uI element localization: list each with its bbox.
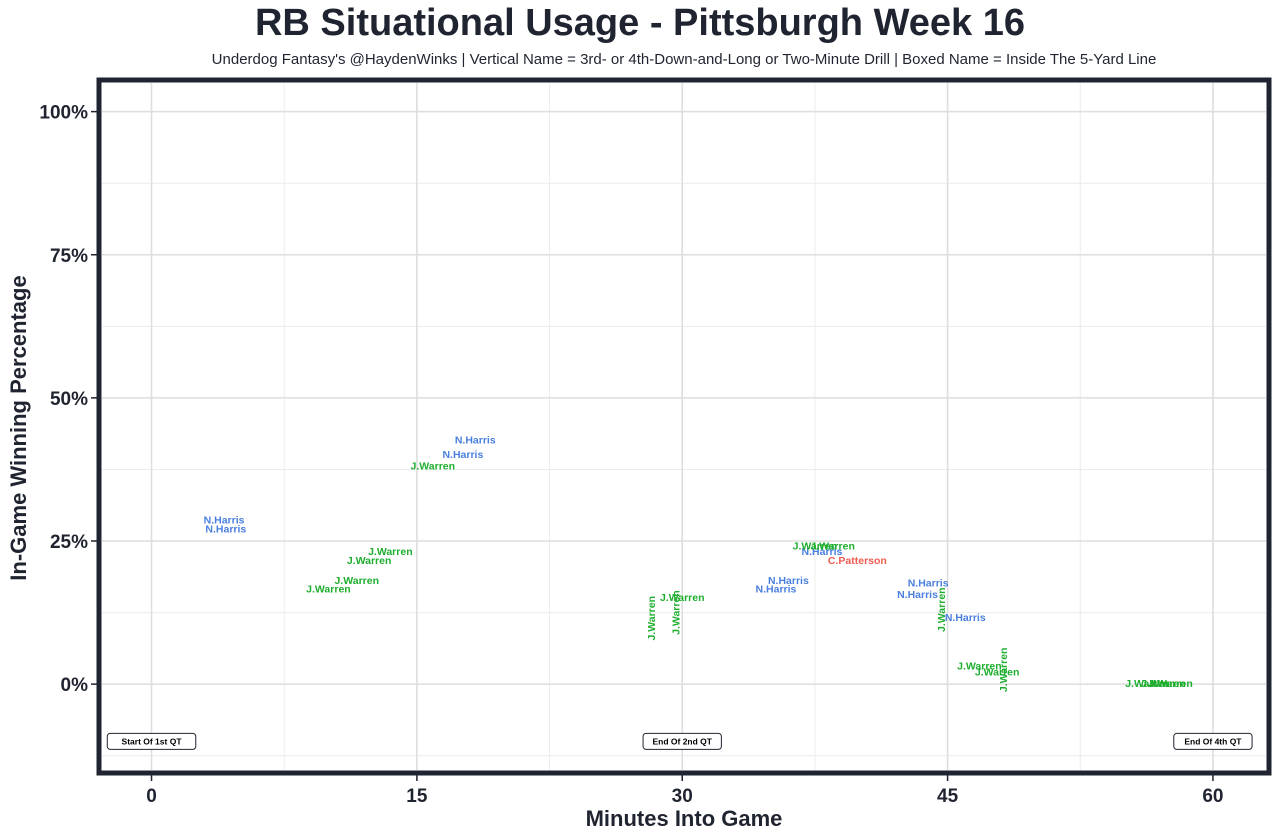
data-point-label: N.Harris: [802, 546, 843, 558]
x-axis-title: Minutes Into Game: [586, 806, 783, 831]
data-point-label: N.Harris: [768, 575, 809, 587]
quarter-annotation-box: [1173, 732, 1253, 750]
data-point-label: J.Warren: [810, 541, 855, 553]
data-point-label: J.Warren: [957, 661, 1002, 673]
x-tick-label: 15: [406, 786, 428, 807]
data-point-label: N.Harris: [205, 523, 246, 535]
data-point-label: J.Warren: [411, 460, 456, 472]
quarter-annotation-label: End Of 2nd QT: [652, 736, 712, 746]
data-point-label: J.Warren: [347, 555, 392, 567]
y-tick-label: 75%: [50, 246, 88, 267]
quarter-annotation: End Of 4th QT: [1173, 732, 1253, 750]
quarter-annotations: Start Of 1st QT End Of 2nd QT End Of 4th Q…: [106, 732, 1253, 750]
data-point-label: N.Harris: [455, 435, 496, 447]
data-point-label: J.Warren: [1148, 678, 1193, 690]
data-point-label: J.Warren: [1125, 678, 1170, 690]
data-point-label: N.Harris: [908, 578, 949, 590]
chart-subtitle: Underdog Fantasy's @HaydenWinks | Vertic…: [211, 51, 1157, 68]
data-point-label: C.Patterson: [828, 555, 887, 567]
y-tick-label: 0%: [61, 675, 89, 696]
data-points: N.HarrisN.HarrisN.HarrisN.HarrisJ.Warren…: [204, 435, 1193, 692]
y-axis-title: In-Game Winning Percentage: [6, 275, 31, 580]
data-point-label: J.Warren: [1141, 678, 1186, 690]
data-point-label: N.Harris: [442, 449, 483, 461]
data-point-label: N.Harris: [945, 612, 986, 624]
data-point-label: N.Harris: [756, 583, 797, 595]
y-tick-label: 50%: [50, 389, 88, 410]
data-point-label: J.Warren: [334, 575, 379, 587]
quarter-annotation: Start Of 1st QT: [106, 732, 197, 750]
data-point-label: N.Harris: [897, 589, 938, 601]
x-axis-ticks: 0 15 30 45 60: [146, 775, 1224, 807]
quarter-annotation-box: [642, 732, 722, 750]
data-point-label: J.Warren: [306, 583, 351, 595]
y-tick-label: 25%: [50, 532, 88, 553]
chart-title: RB Situational Usage - Pittsburgh Week 1…: [254, 2, 1025, 44]
y-axis-ticks: 0% 25% 50% 75% 100%: [39, 103, 97, 696]
quarter-annotation: End Of 2nd QT: [642, 732, 722, 750]
x-tick-label: 45: [937, 786, 959, 807]
data-point-label: J.Warren: [368, 546, 413, 558]
data-point-label: J.Warren: [936, 587, 948, 632]
data-point-label: J.Warren: [793, 541, 838, 553]
data-point-label: J.Warren: [660, 592, 705, 604]
plot-frame: [96, 77, 1272, 776]
data-point-label: J.Warren: [646, 596, 658, 641]
quarter-annotation-label: End Of 4th QT: [1184, 736, 1242, 746]
x-tick-label: 60: [1202, 786, 1223, 807]
data-point-label: J.Warren: [671, 590, 683, 635]
data-point-label: J.Warren: [975, 666, 1020, 678]
quarter-annotation-box: [106, 732, 197, 750]
grid-lines: [102, 83, 1266, 770]
y-tick-label: 100%: [39, 103, 88, 124]
x-tick-label: 0: [146, 786, 157, 807]
data-point-label: N.Harris: [204, 515, 245, 527]
quarter-annotation-label: Start Of 1st QT: [122, 736, 183, 746]
data-point-label: J.Warren: [998, 648, 1010, 693]
x-tick-label: 30: [672, 786, 693, 807]
